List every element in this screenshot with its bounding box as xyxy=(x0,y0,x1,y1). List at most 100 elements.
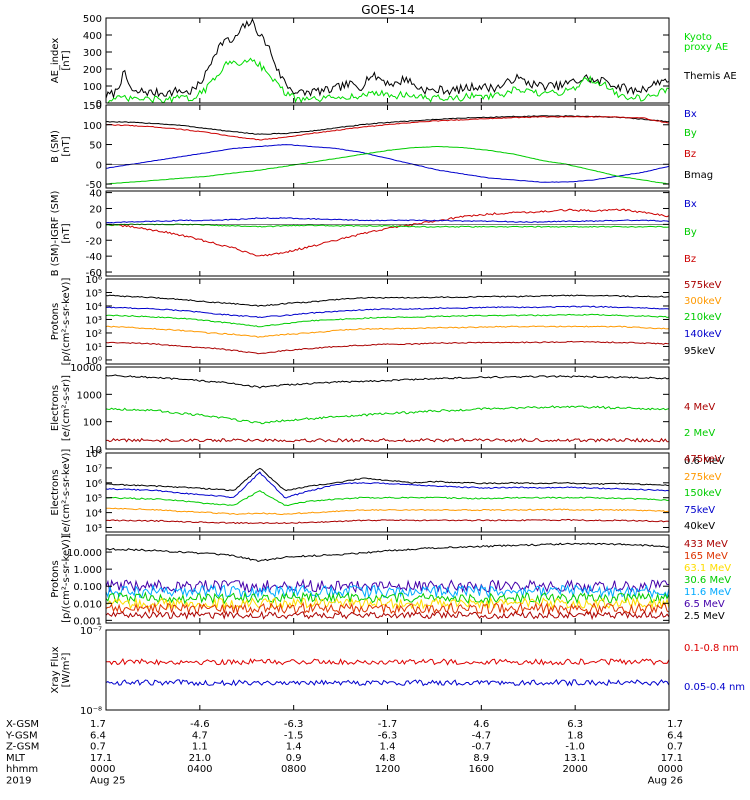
y-tick-label: 10¹ xyxy=(85,342,102,353)
panel-7: 0.001 0.010 0.100 1.000 10.000Protons[p/(cm²… xyxy=(50,534,731,627)
x-axis-row-label: 2019 xyxy=(6,776,31,787)
y-axis-label: Electrons[e/(cm²-s-sr)] xyxy=(50,375,72,441)
x-axis-value: 6.4 xyxy=(667,730,683,741)
y-tick-label: -20 xyxy=(86,236,102,247)
y-tick-label: 200 xyxy=(83,65,102,76)
x-axis-value: 17.1 xyxy=(90,753,112,764)
y-tick-label: 0 xyxy=(96,160,102,171)
series-line-2 xyxy=(106,57,669,103)
legend-label: 63.1 MeV xyxy=(684,563,731,574)
x-axis-row-label: Z-GSM xyxy=(6,742,39,753)
series-line-2 xyxy=(106,305,669,319)
legend-label: 11.6 MeV xyxy=(684,587,731,598)
legend-label: By xyxy=(684,128,697,139)
x-axis-value: 0000 xyxy=(90,764,115,775)
legend-label: 150keV xyxy=(684,488,722,499)
legend-label: 140keV xyxy=(684,329,722,340)
y-tick-label: 10⁰ xyxy=(85,356,102,367)
panel-7-data xyxy=(106,542,669,621)
panel-1-data xyxy=(106,18,669,103)
y-tick-label: 40 xyxy=(89,189,102,200)
legend-label: Themis AE xyxy=(683,71,737,82)
y-tick-label: 100 xyxy=(83,418,102,429)
x-axis-row-label: hhmm xyxy=(6,764,38,775)
x-axis-value: -1.5 xyxy=(284,730,304,741)
panel-frame xyxy=(105,534,670,624)
legend-label: 75keV xyxy=(684,505,715,516)
y-tick-label: 0.001 xyxy=(73,616,102,627)
y-tick-label: 10 xyxy=(89,445,102,456)
series-line-2 xyxy=(106,115,669,141)
legend-label: 0.1-0.8 nm xyxy=(684,643,739,654)
series-line-3 xyxy=(106,583,669,600)
y-tick-label: 10⁷ xyxy=(85,464,102,475)
y-tick-label: 0.100 xyxy=(73,582,102,593)
plot-title: GOES-14 xyxy=(361,3,415,17)
x-axis-value: Aug 25 xyxy=(90,776,125,787)
y-tick-label: 1.000 xyxy=(73,565,102,576)
x-axis-value: 1600 xyxy=(469,764,494,775)
series-line-4 xyxy=(106,507,669,516)
panel-6-data xyxy=(106,467,669,525)
legend-label: 40keV xyxy=(684,521,715,532)
x-axis-value: Aug 26 xyxy=(648,776,683,787)
panel-3-data xyxy=(106,208,669,257)
x-axis-value: 1.4 xyxy=(286,742,302,753)
x-axis-value: 1.8 xyxy=(567,730,583,741)
x-axis-value: -6.3 xyxy=(378,730,398,741)
x-axis-value: 6.4 xyxy=(90,730,106,741)
y-tick-label: 10⁴ xyxy=(85,302,102,313)
y-tick-label: 10³ xyxy=(85,315,102,326)
legend-label: 300keV xyxy=(684,296,722,307)
panel-4: 10⁰ 10¹ 10² 10³ 10⁴ 10⁵ 10⁶ Protons[p/(cm²-s-sr… xyxy=(50,275,722,367)
panel-frame xyxy=(105,17,670,104)
legend-label: 165 MeV xyxy=(684,551,728,562)
x-axis-row-label: X-GSM xyxy=(6,719,39,730)
legend-label: 2 MeV xyxy=(684,428,715,439)
x-axis-value: 1.7 xyxy=(667,719,683,730)
legend-label: 575keV xyxy=(684,280,722,291)
series-line-1 xyxy=(106,542,669,563)
x-axis-value: -0.7 xyxy=(472,742,492,753)
x-axis-value: 0.7 xyxy=(667,742,683,753)
x-axis-value: 1.7 xyxy=(90,719,106,730)
series-line-5 xyxy=(106,518,669,525)
x-axis-value: -4.7 xyxy=(472,730,492,741)
y-tick-label: 10⁶ xyxy=(85,275,102,286)
y-tick-label: 10⁵ xyxy=(85,494,102,505)
legend-label: 2.5 MeV xyxy=(684,611,725,622)
series-line-7 xyxy=(106,610,669,621)
legend-label: Bz xyxy=(684,149,696,160)
legend-label: 0.6 MeV xyxy=(684,456,725,467)
y-tick-label: 10³ xyxy=(85,524,102,535)
legend-label: Bx xyxy=(684,109,697,120)
y-tick-label: 10⁻⁸ xyxy=(80,706,102,717)
series-line-2 xyxy=(106,471,669,499)
legend-label: Bmag xyxy=(684,170,713,181)
y-tick-label: 10.000 xyxy=(67,548,102,559)
series-line-4 xyxy=(106,591,669,606)
x-axis-value: 0400 xyxy=(187,764,212,775)
y-axis-label: B (SM)[nT] xyxy=(50,130,72,163)
y-tick-label: 0 xyxy=(96,99,102,110)
panel-4-data xyxy=(106,294,669,355)
y-tick-label: 10⁴ xyxy=(85,509,102,520)
x-axis-value: 4.8 xyxy=(380,753,396,764)
x-axis-value: 6.3 xyxy=(567,719,583,730)
x-axis-table: X-GSM 1.7 -4.6 -6.3 -1.7 4.6 6.3 1.7Y-GSM 6.4 4.7… xyxy=(5,719,683,787)
panel-2: -50 0 50 100 150 B (SM)[nT] Bx By Bz Bmag xyxy=(50,101,713,191)
legend-label: 95keV xyxy=(684,346,715,357)
legend-label: 275keV xyxy=(684,472,722,483)
x-axis-value: 21.0 xyxy=(189,753,211,764)
series-line-1 xyxy=(106,467,669,492)
y-tick-label: 100 xyxy=(83,121,102,132)
x-axis-value: 13.1 xyxy=(564,753,586,764)
y-axis-label: B (SM)-IGRF (SM)[nT] xyxy=(50,191,72,277)
legend-label: 433 MeV xyxy=(684,539,728,550)
y-axis-label: Protons[p/(cm²-s-sr-keV)] xyxy=(50,535,72,623)
series-line-3 xyxy=(106,490,669,507)
series-line-1 xyxy=(106,374,669,389)
y-tick-label: 20 xyxy=(89,204,102,215)
panel-frame xyxy=(105,278,670,365)
